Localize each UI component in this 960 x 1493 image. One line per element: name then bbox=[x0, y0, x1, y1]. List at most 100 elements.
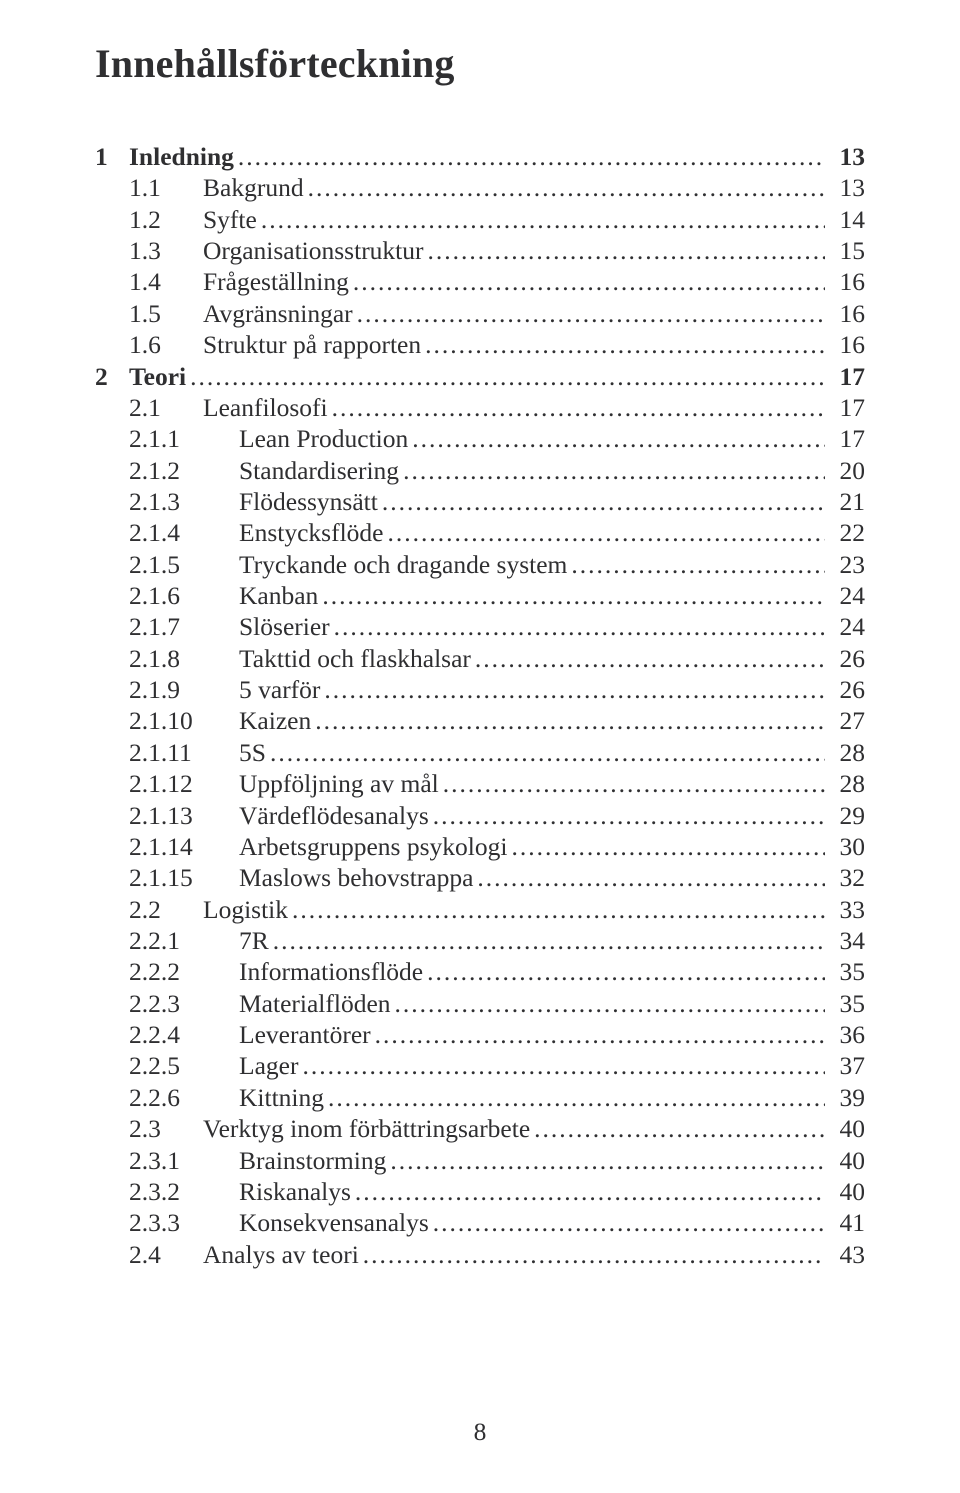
toc-entry-number: 2.1.10 bbox=[129, 705, 239, 736]
toc-entry: 2.2.3Materialflöden.....................… bbox=[95, 988, 865, 1019]
toc-entry: 2.4Analys av teori......................… bbox=[95, 1239, 865, 1270]
toc-entry: 2.3.3Konsekvensanalys...................… bbox=[95, 1207, 865, 1238]
toc-leader-dots: ........................................… bbox=[332, 392, 825, 423]
toc-leader-dots: ........................................… bbox=[324, 674, 825, 705]
toc-entry: 2.1.14Arbetsgruppens psykologi..........… bbox=[95, 831, 865, 862]
toc-entry-page: 24 bbox=[829, 580, 865, 611]
toc-entry-number: 2.1.2 bbox=[129, 455, 239, 486]
toc-entry-number: 1.1 bbox=[129, 172, 203, 203]
toc-entry-label: Organisationsstruktur bbox=[203, 235, 424, 266]
toc-entry-page: 17 bbox=[829, 392, 865, 423]
toc-entry-number: 2.3.2 bbox=[129, 1176, 239, 1207]
toc-entry-label: Kanban bbox=[239, 580, 318, 611]
toc-entry: 1.6Struktur på rapporten................… bbox=[95, 329, 865, 360]
toc-leader-dots: ........................................… bbox=[270, 737, 825, 768]
toc-leader-dots: ........................................… bbox=[534, 1113, 825, 1144]
page-title: Innehållsförteckning bbox=[95, 40, 865, 87]
toc-leader-dots: ........................................… bbox=[387, 517, 825, 548]
toc-entry-number: 2.1.12 bbox=[129, 768, 239, 799]
toc-entry-page: 22 bbox=[829, 517, 865, 548]
toc-entry: 2.1.3Flödessynsätt......................… bbox=[95, 486, 865, 517]
toc-entry-label: Riskanalys bbox=[239, 1176, 351, 1207]
toc-entry-number: 2.2.2 bbox=[129, 956, 239, 987]
toc-entry: 2.3.2Riskanalys.........................… bbox=[95, 1176, 865, 1207]
toc-entry-page: 28 bbox=[829, 737, 865, 768]
toc-entry-page: 29 bbox=[829, 800, 865, 831]
toc-entry: 2.1.7Slöserier..........................… bbox=[95, 611, 865, 642]
toc-entry: 2.1.4Enstycksflöde......................… bbox=[95, 517, 865, 548]
toc-entry-number: 2.1.9 bbox=[129, 674, 239, 705]
toc-leader-dots: ........................................… bbox=[433, 1207, 825, 1238]
toc-entry-label: Uppföljning av mål bbox=[239, 768, 439, 799]
toc-entry-number: 2.1.8 bbox=[129, 643, 239, 674]
toc-entry-label: 7R bbox=[239, 925, 269, 956]
toc-entry-label: Flödessynsätt bbox=[239, 486, 378, 517]
toc-entry-page: 14 bbox=[829, 204, 865, 235]
toc-entry-label: Konsekvensanalys bbox=[239, 1207, 429, 1238]
toc-entry: 2.1.1Lean Production....................… bbox=[95, 423, 865, 454]
toc-entry-page: 16 bbox=[829, 298, 865, 329]
table-of-contents: 1Inledning..............................… bbox=[95, 141, 865, 1270]
toc-entry-page: 17 bbox=[829, 423, 865, 454]
toc-leader-dots: ........................................… bbox=[443, 768, 825, 799]
toc-entry-label: Analys av teori bbox=[203, 1239, 359, 1270]
toc-leader-dots: ........................................… bbox=[190, 361, 825, 392]
toc-entry-number: 2.1.11 bbox=[129, 737, 239, 768]
toc-leader-dots: ........................................… bbox=[357, 298, 825, 329]
toc-entry-number: 2.3 bbox=[129, 1113, 203, 1144]
toc-entry-number: 1.3 bbox=[129, 235, 203, 266]
toc-entry-page: 33 bbox=[829, 894, 865, 925]
toc-entry-number: 2.1.4 bbox=[129, 517, 239, 548]
toc-leader-dots: ........................................… bbox=[477, 862, 825, 893]
toc-entry: 2.1.12Uppföljning av mål................… bbox=[95, 768, 865, 799]
toc-entry-page: 13 bbox=[829, 141, 865, 172]
toc-entry-number: 2.2.5 bbox=[129, 1050, 239, 1081]
toc-entry-number: 2.3.1 bbox=[129, 1145, 239, 1176]
toc-leader-dots: ........................................… bbox=[427, 956, 825, 987]
toc-entry-label: Leanfilosofi bbox=[203, 392, 328, 423]
toc-leader-dots: ........................................… bbox=[273, 925, 825, 956]
page-number: 8 bbox=[0, 1417, 960, 1447]
toc-entry-page: 35 bbox=[829, 988, 865, 1019]
toc-entry-label: Arbetsgruppens psykologi bbox=[239, 831, 507, 862]
toc-leader-dots: ........................................… bbox=[322, 580, 825, 611]
toc-entry-label: Brainstorming bbox=[239, 1145, 386, 1176]
toc-entry-label: Avgränsningar bbox=[203, 298, 353, 329]
toc-entry: 2.1.6Kanban.............................… bbox=[95, 580, 865, 611]
toc-entry: 2.1.8Takttid och flaskhalsar............… bbox=[95, 643, 865, 674]
toc-entry-label: 5 varför bbox=[239, 674, 320, 705]
toc-entry-number: 2.1.13 bbox=[129, 800, 239, 831]
toc-entry: 2.1.5Tryckande och dragande system......… bbox=[95, 549, 865, 580]
toc-entry: 2.3Verktyg inom förbättringsarbete......… bbox=[95, 1113, 865, 1144]
toc-entry-label: Maslows behovstrappa bbox=[239, 862, 473, 893]
toc-entry-label: Lean Production bbox=[239, 423, 408, 454]
toc-entry: 2Teori..................................… bbox=[95, 361, 865, 392]
toc-leader-dots: ........................................… bbox=[390, 1145, 825, 1176]
toc-entry-number: 2.1.7 bbox=[129, 611, 239, 642]
toc-entry-page: 24 bbox=[829, 611, 865, 642]
toc-leader-dots: ........................................… bbox=[571, 549, 825, 580]
toc-entry-number: 1.4 bbox=[129, 266, 203, 297]
toc-entry: 2.1.15Maslows behovstrappa..............… bbox=[95, 862, 865, 893]
toc-entry-number: 2.1.15 bbox=[129, 862, 239, 893]
toc-entry-label: Syfte bbox=[203, 204, 257, 235]
toc-leader-dots: ........................................… bbox=[425, 329, 825, 360]
toc-entry-number: 2.2.3 bbox=[129, 988, 239, 1019]
toc-entry-page: 15 bbox=[829, 235, 865, 266]
toc-leader-dots: ........................................… bbox=[334, 611, 825, 642]
toc-entry: 2.1.10Kaizen............................… bbox=[95, 705, 865, 736]
toc-entry-label: Verktyg inom förbättringsarbete bbox=[203, 1113, 530, 1144]
toc-entry-number: 1.2 bbox=[129, 204, 203, 235]
toc-entry: 1.1Bakgrund.............................… bbox=[95, 172, 865, 203]
toc-entry-number: 2.2 bbox=[129, 894, 203, 925]
toc-entry-label: Slöserier bbox=[239, 611, 330, 642]
toc-entry-number: 1.6 bbox=[129, 329, 203, 360]
toc-entry-label: Logistik bbox=[203, 894, 288, 925]
toc-entry-number: 2.1.14 bbox=[129, 831, 239, 862]
toc-entry-label: Informationsflöde bbox=[239, 956, 423, 987]
toc-entry-number: 2 bbox=[95, 361, 129, 392]
toc-entry: 2.3.1Brainstorming......................… bbox=[95, 1145, 865, 1176]
toc-leader-dots: ........................................… bbox=[403, 455, 825, 486]
document-page: Innehållsförteckning 1Inledning.........… bbox=[0, 0, 960, 1493]
toc-entry-page: 27 bbox=[829, 705, 865, 736]
